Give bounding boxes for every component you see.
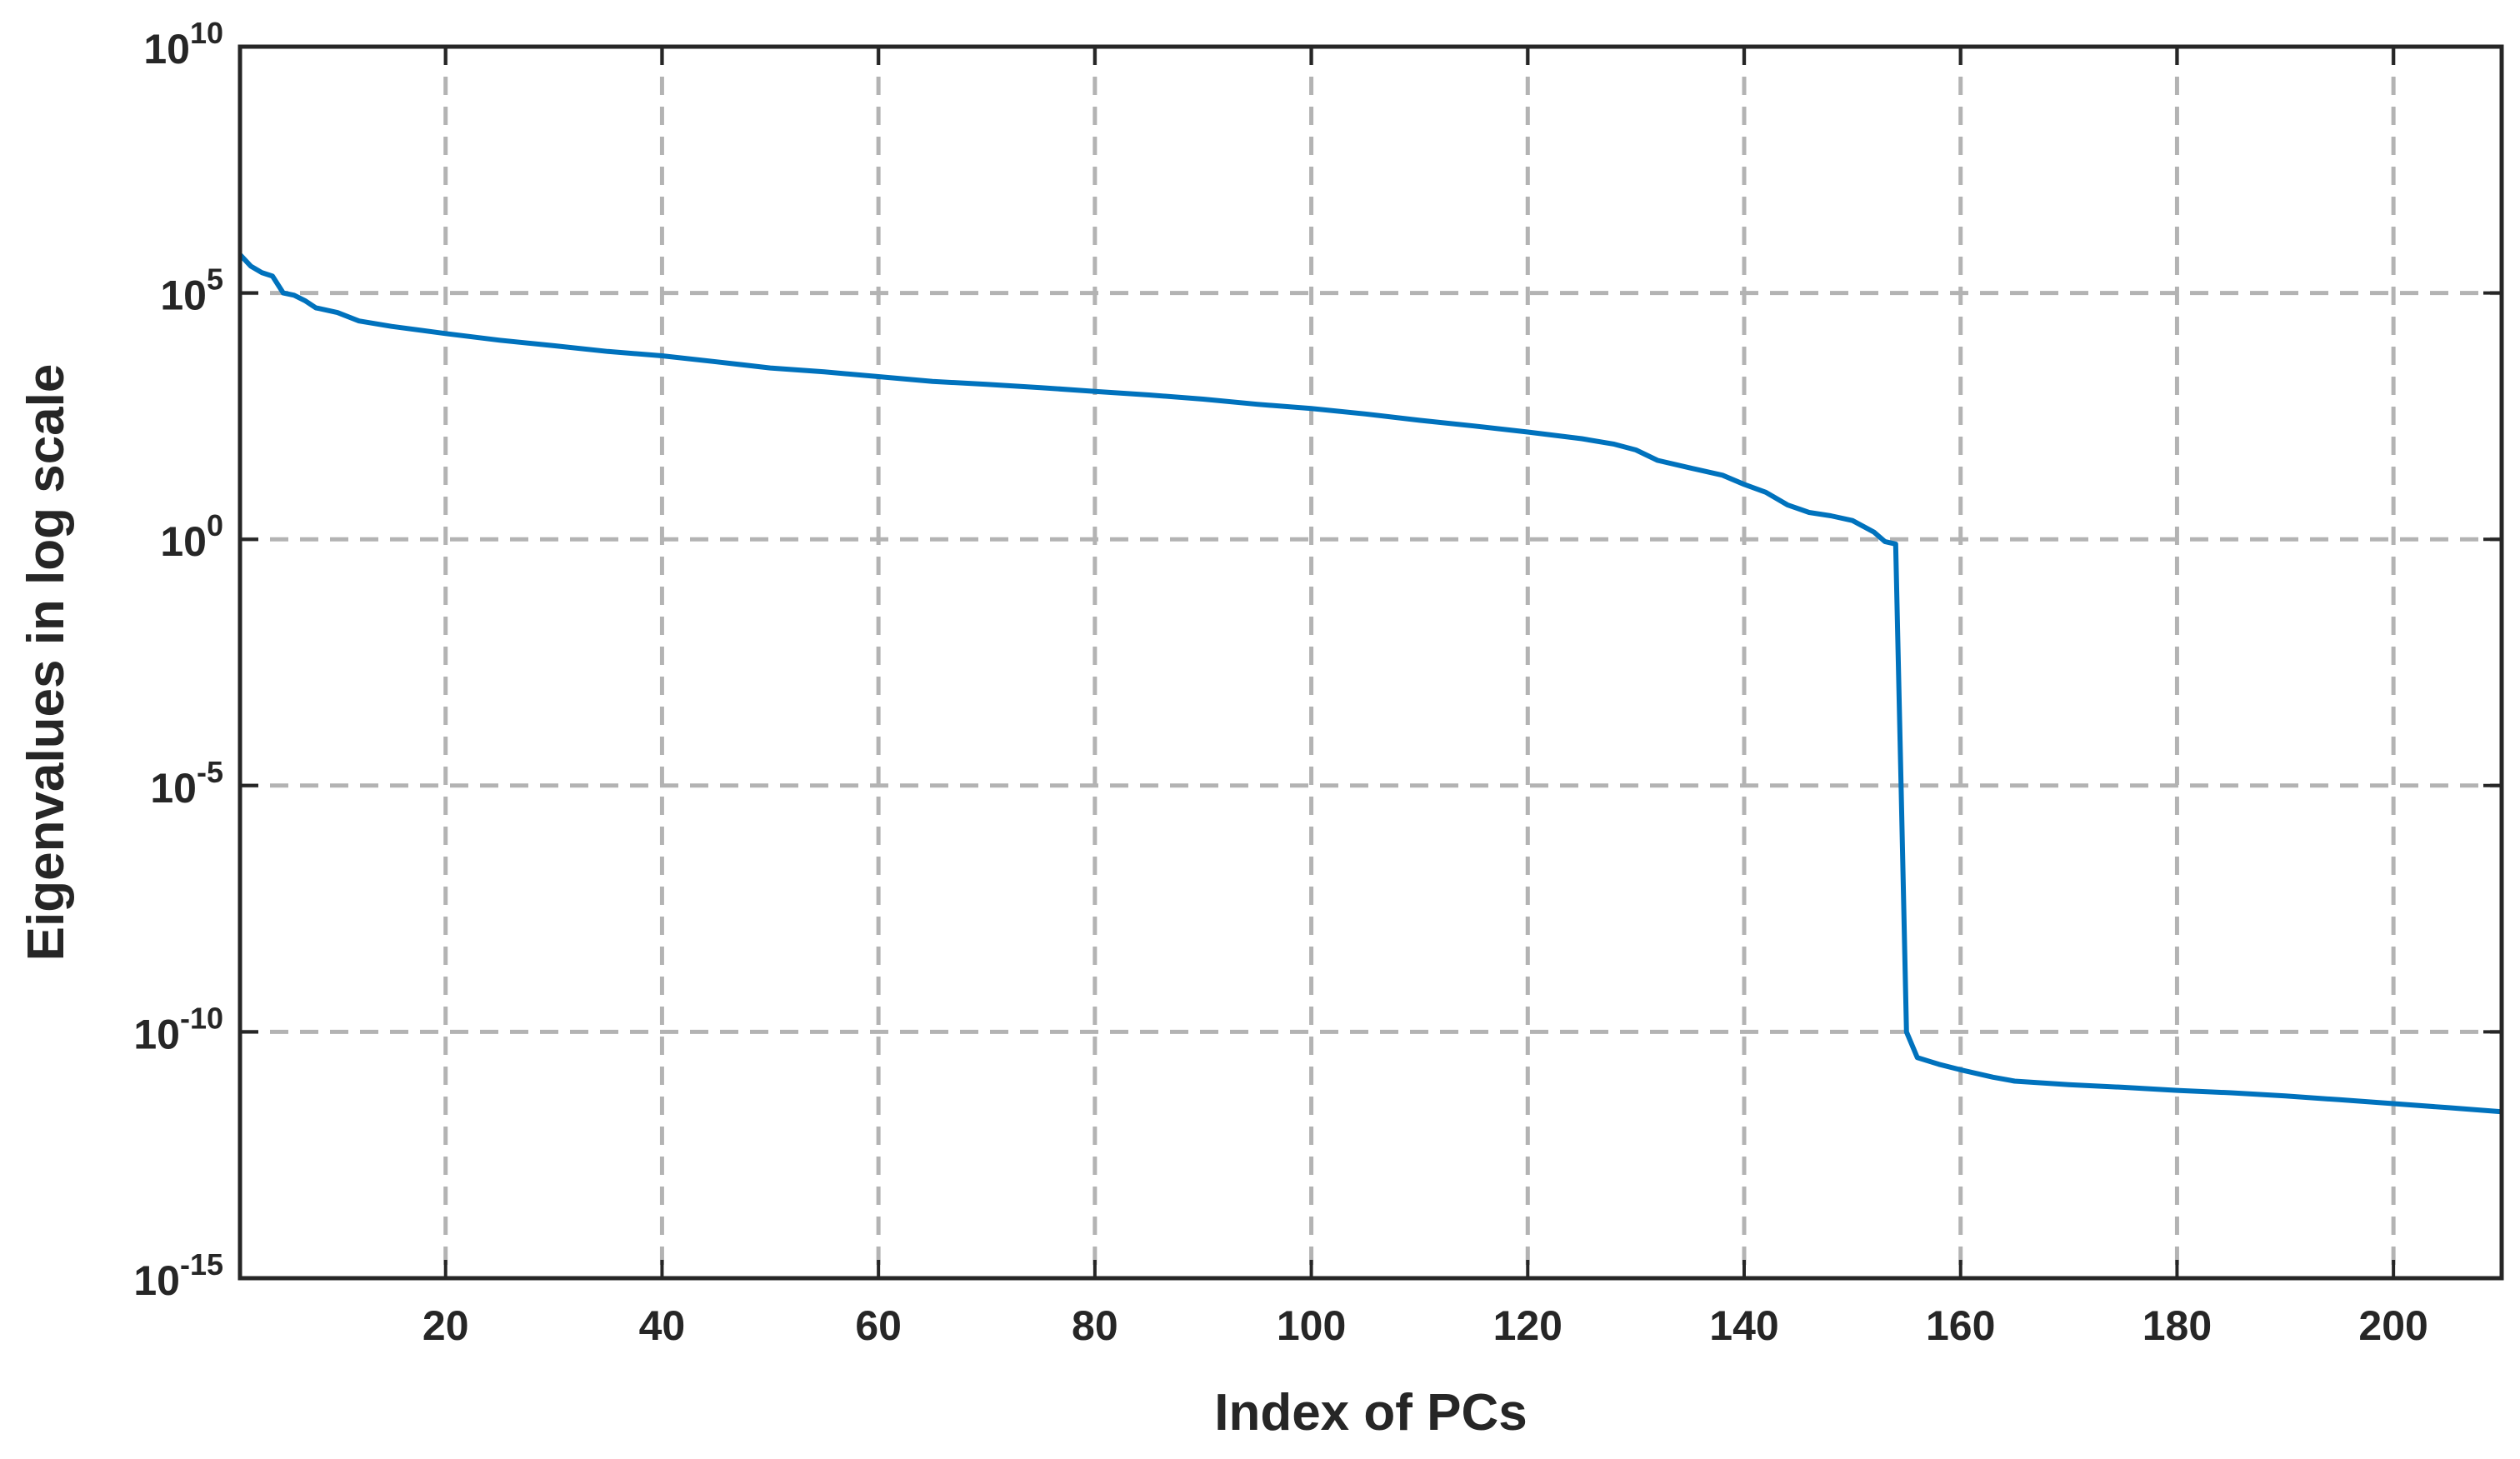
axes-frame bbox=[238, 44, 2504, 1281]
y-tick-label: 10-10 bbox=[133, 1001, 223, 1057]
x-tick-label: 120 bbox=[1493, 1302, 1562, 1349]
x-tick-label: 180 bbox=[2142, 1302, 2212, 1349]
x-tick-label: 200 bbox=[2358, 1302, 2428, 1349]
y-tick-layer: 10-15 10-10 10-5 100 105 1010 bbox=[133, 16, 2502, 1304]
x-tick-label: 60 bbox=[855, 1302, 902, 1349]
x-axis-title: Index of PCs bbox=[1214, 1384, 1528, 1442]
x-tick-label: 160 bbox=[1926, 1302, 1995, 1349]
x-tick-label: 80 bbox=[1072, 1302, 1118, 1349]
eigenvalue-series-line bbox=[238, 252, 2502, 1115]
x-tick-label: 20 bbox=[422, 1302, 469, 1349]
x-tick-label: 40 bbox=[639, 1302, 686, 1349]
y-tick-label: 1010 bbox=[143, 16, 223, 72]
y-tick-label: 10-15 bbox=[133, 1247, 223, 1304]
x-tick-layer: 20 40 60 80 100 120 140 160 180 200 bbox=[422, 47, 2428, 1349]
y-tick-label: 10-5 bbox=[150, 755, 223, 812]
y-axis-title: Eigenvalues in log scale bbox=[18, 364, 75, 962]
x-tick-label: 100 bbox=[1277, 1302, 1346, 1349]
series-layer bbox=[238, 252, 2502, 1115]
y-tick-label: 100 bbox=[160, 508, 223, 565]
y-tick-label: 105 bbox=[160, 262, 223, 319]
x-tick-label: 140 bbox=[1709, 1302, 1778, 1349]
